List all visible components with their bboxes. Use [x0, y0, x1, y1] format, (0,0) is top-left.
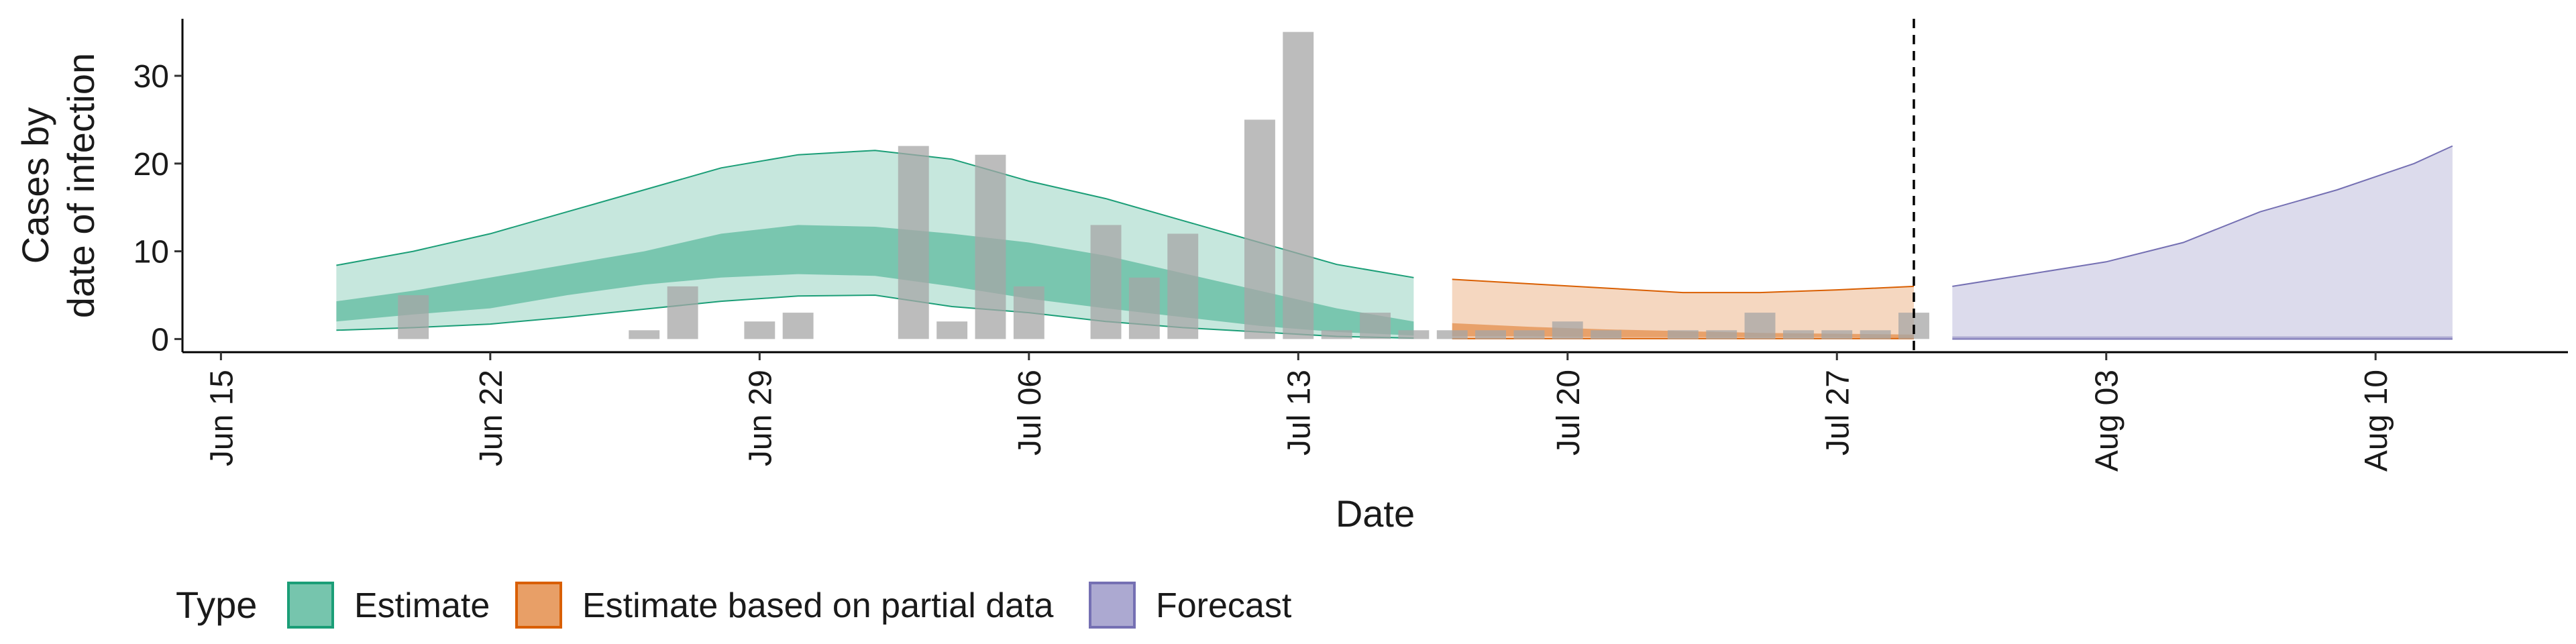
case-bar: [1167, 233, 1199, 339]
forecast-band-50: [1952, 336, 2453, 339]
estimate-band-90-upper-edge: [336, 150, 1414, 278]
estimate-band-90-lower-edge: [336, 294, 1414, 339]
x-tick-label: Aug 03: [2090, 370, 2125, 472]
case-bar: [1283, 32, 1314, 339]
y-tick-label: 30: [133, 59, 169, 95]
legend-key: [287, 582, 334, 629]
case-bar: [1013, 286, 1044, 339]
forecast-band-90-upper-edge: [1952, 145, 2453, 287]
y-tick-label: 0: [151, 322, 169, 358]
x-tick-label: Jun 22: [474, 370, 509, 466]
y-axis-title-line: date of infection: [60, 53, 102, 318]
case-bar: [1591, 330, 1622, 339]
x-tick-label: Jul 20: [1551, 370, 1587, 455]
case-bar: [782, 313, 814, 339]
case-bar: [1128, 277, 1160, 339]
case-bar: [1090, 225, 1122, 339]
case-bar: [398, 295, 429, 339]
case-bar: [1321, 330, 1352, 339]
legend-label: Estimate based on partial data: [582, 586, 1054, 625]
forecast-band-90: [1952, 146, 2453, 339]
y-tick-label: 20: [133, 147, 169, 182]
reported-cases-bars: [398, 32, 1929, 339]
y-axis-title-line: Cases by: [14, 107, 56, 264]
legend: Type Estimate Estimate based on partial da…: [176, 582, 1292, 629]
legend-key: [1089, 582, 1136, 629]
case-bar: [1475, 330, 1506, 339]
axes: 0 10 20 30 Jun 15 Jun 22 Jun 29 Jul 06 Jul 13 Jul…: [14, 19, 2568, 535]
x-tick-label: Jun 15: [204, 370, 239, 466]
case-bar: [1398, 330, 1430, 339]
case-bar: [898, 146, 929, 339]
x-tick-label: Jul 13: [1281, 370, 1317, 455]
case-bar: [1706, 330, 1737, 339]
y-axis-title: Cases bydate of infection: [14, 53, 102, 318]
case-bar: [975, 154, 1006, 339]
case-bar: [744, 321, 775, 339]
case-bar: [1513, 330, 1545, 339]
x-tick-label: Jul 06: [1012, 370, 1048, 455]
credible-interval-bands: [336, 145, 2453, 340]
case-bar: [1821, 330, 1853, 339]
case-bar: [1860, 330, 1891, 339]
legend-key: [515, 582, 562, 629]
estimate-based-on-partial-data-band-90-upper-edge: [1452, 278, 1915, 294]
case-bar: [1667, 330, 1699, 339]
case-bar: [1360, 313, 1391, 339]
legend-title: Type: [176, 584, 257, 626]
x-tick-label: Jul 27: [1820, 370, 1856, 455]
legend-label: Forecast: [1156, 586, 1292, 625]
case-bar: [1244, 119, 1275, 339]
case-bar: [1436, 330, 1468, 339]
case-bar: [1552, 321, 1583, 339]
legend-label: Estimate: [354, 586, 490, 625]
case-bar: [667, 286, 698, 339]
x-tick-label: Jun 29: [743, 370, 778, 466]
x-axis-title: Date: [1336, 492, 1415, 535]
x-tick-label: Aug 10: [2359, 370, 2394, 472]
case-bar: [1783, 330, 1814, 339]
case-bar: [1744, 313, 1776, 339]
case-bar: [936, 321, 968, 339]
y-tick-label: 10: [133, 235, 169, 270]
case-bar: [629, 330, 660, 339]
